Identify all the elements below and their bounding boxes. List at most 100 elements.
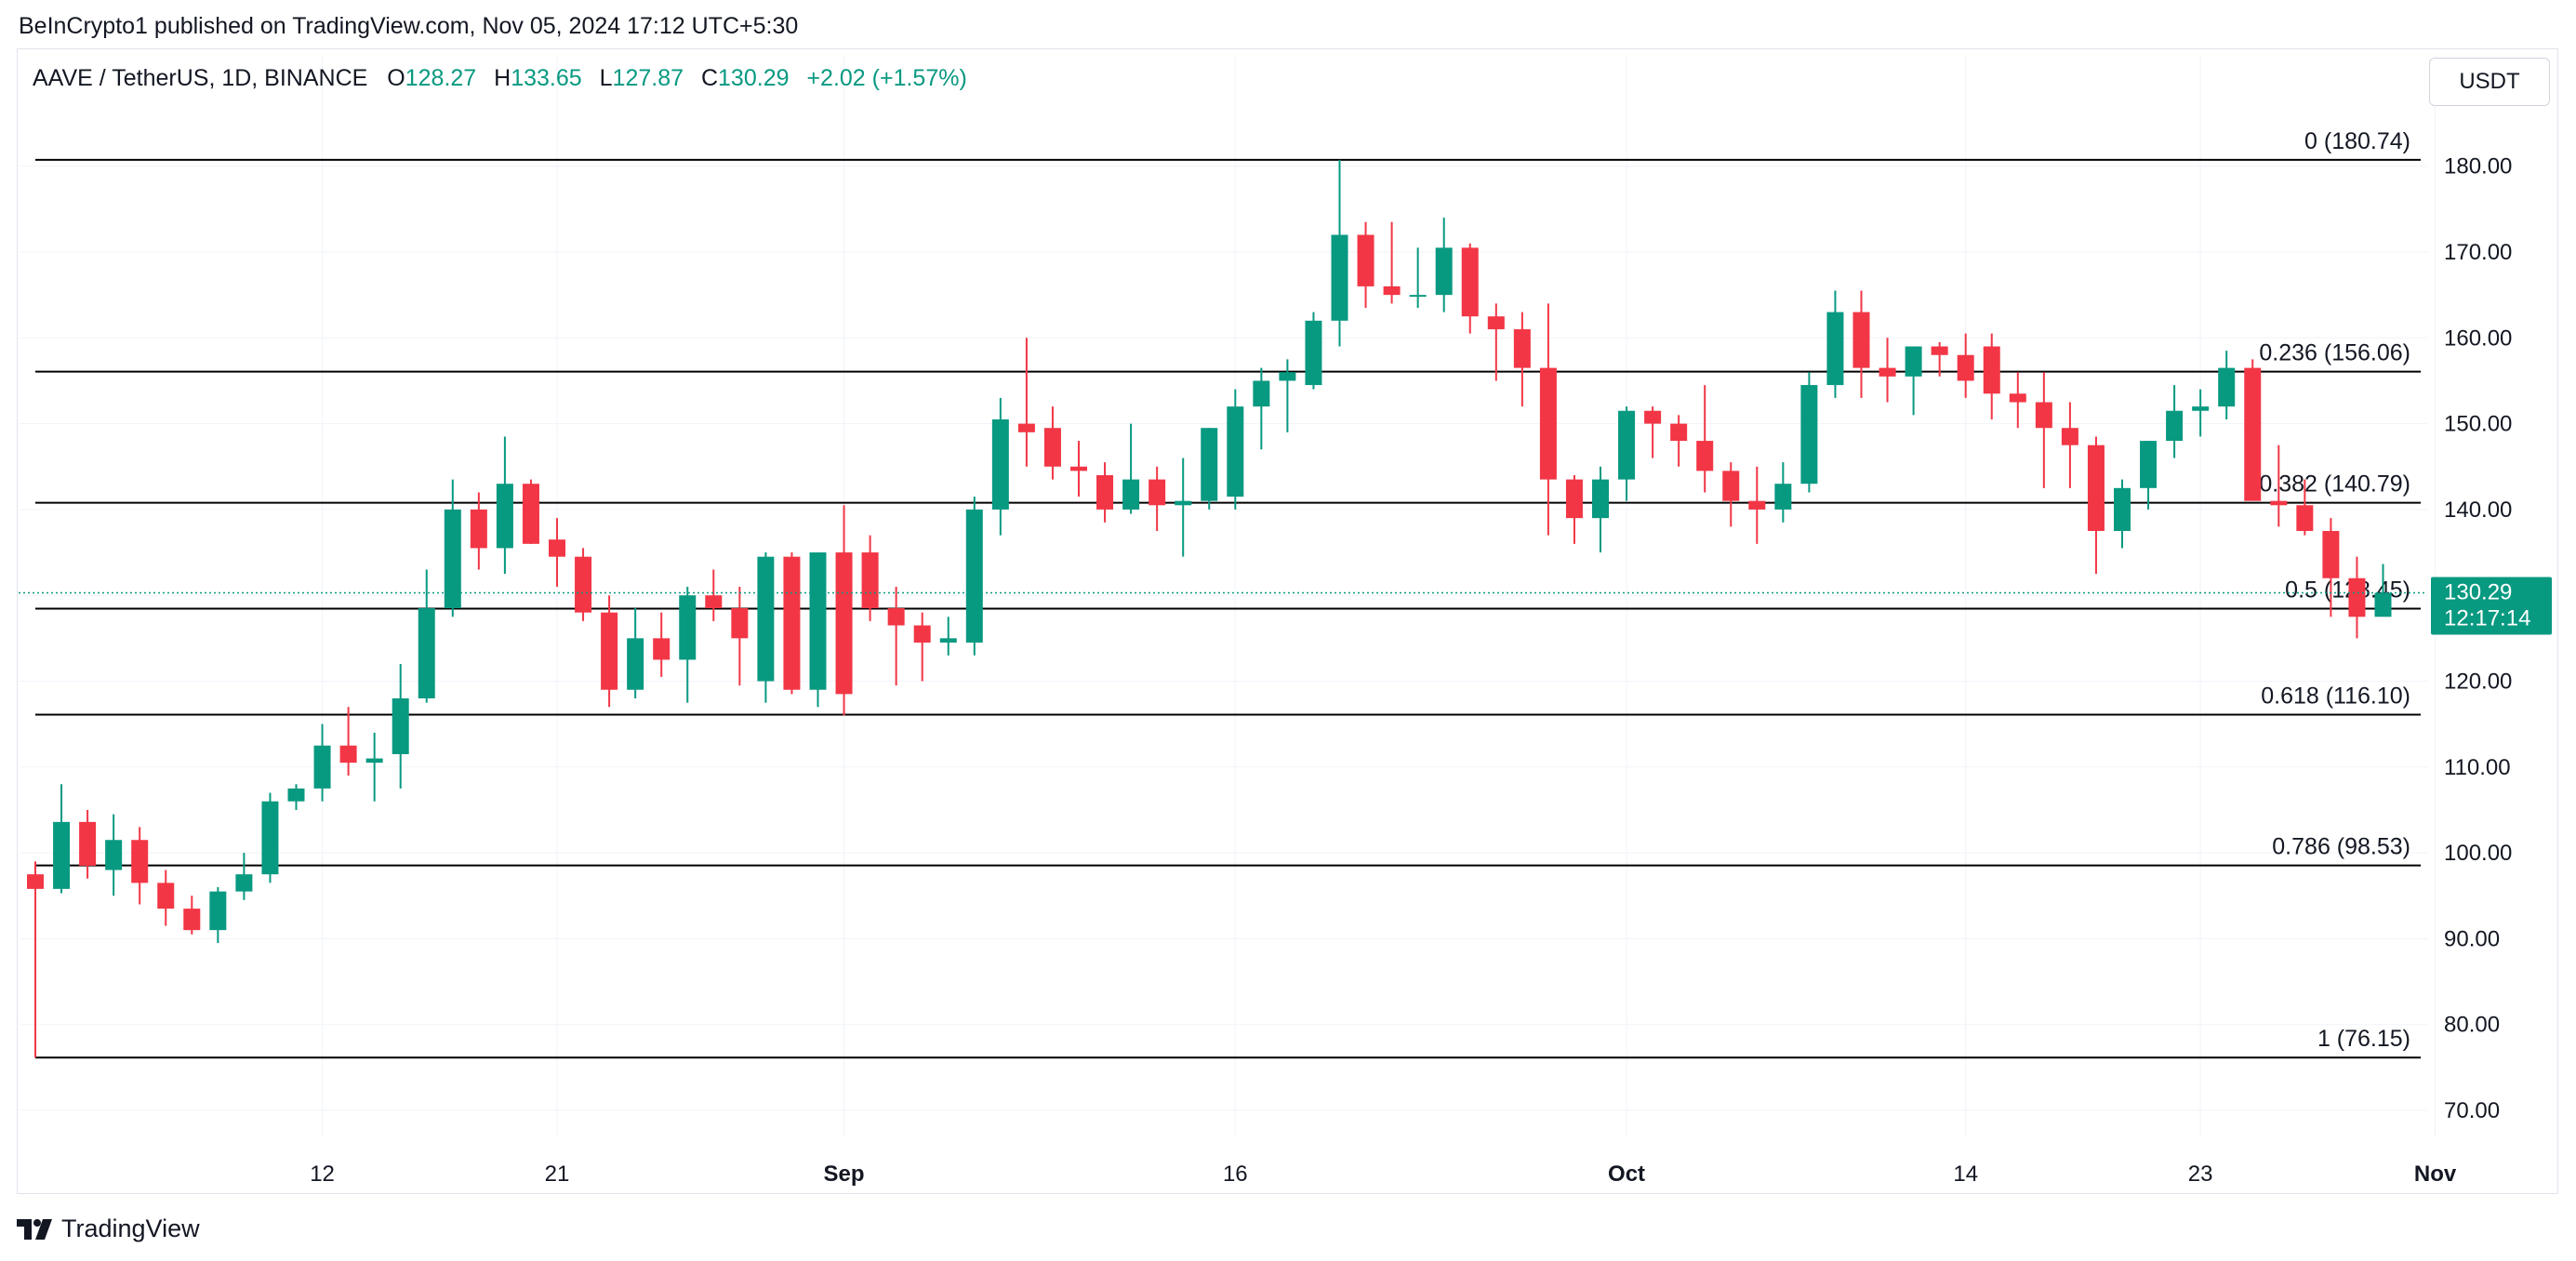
candle-body: [2322, 530, 2340, 578]
candle: [1800, 372, 1818, 493]
candle: [913, 612, 931, 682]
last-price-value: 130.29: [2444, 580, 2512, 605]
candle-body: [2035, 402, 2052, 429]
candle-body: [1879, 367, 1896, 377]
time-axis: 1221Sep16Oct1423Nov11: [310, 1161, 2457, 1187]
candle: [418, 569, 435, 703]
price-tick: 90.00: [2444, 926, 2500, 951]
candle: [861, 535, 879, 621]
candle: [2192, 389, 2210, 437]
symbol-legend: AAVE / TetherUS, 1D, BINANCE O128.27 H13…: [33, 65, 978, 92]
time-tick: 16: [1223, 1161, 1248, 1187]
candle: [679, 586, 697, 703]
candle: [1592, 466, 1609, 553]
price-axis: 180.00170.00160.00150.00140.00130.00120.…: [2444, 154, 2512, 1123]
candle: [1043, 406, 1061, 480]
currency-button[interactable]: USDT: [2429, 58, 2550, 106]
candle: [601, 595, 618, 708]
candle-body: [627, 638, 644, 690]
candle: [965, 497, 983, 656]
candle-body: [887, 608, 905, 626]
candle-body: [835, 552, 853, 695]
candle-body: [1722, 471, 1740, 501]
candle: [313, 723, 331, 802]
candle-body: [287, 788, 305, 802]
candle-body: [1461, 247, 1479, 317]
fib-label: 0.618 (116.10): [2261, 683, 2410, 709]
candle-body: [209, 891, 227, 931]
candle: [1852, 290, 1870, 398]
footer-brand: TradingView: [61, 1215, 200, 1242]
candle: [2348, 556, 2366, 639]
high-value: 133.65: [511, 65, 582, 91]
candle: [131, 827, 149, 905]
fib-label: 0.382 (140.79): [2259, 471, 2410, 498]
candle-body: [2270, 500, 2288, 506]
candle: [1670, 415, 1688, 467]
candle: [2270, 445, 2288, 527]
candle: [809, 552, 827, 708]
candle-body: [653, 638, 671, 660]
price-tick: 120.00: [2444, 670, 2512, 695]
candle-body: [1305, 320, 1322, 386]
candle: [2061, 402, 2078, 488]
candle: [887, 586, 905, 686]
candle: [2244, 359, 2262, 501]
candle-body: [53, 821, 71, 889]
last-price-countdown: 12:17:14: [2444, 606, 2530, 631]
candle: [2009, 372, 2026, 429]
candle-body: [965, 509, 983, 643]
candle: [1487, 303, 1505, 381]
candle-body: [1331, 234, 1348, 321]
high-label: H: [494, 65, 511, 91]
candle-body: [731, 608, 749, 639]
candle: [1357, 221, 1374, 308]
candle-body: [418, 608, 435, 698]
time-tick: 23: [2188, 1161, 2213, 1187]
candle-body: [105, 840, 123, 870]
low-label: L: [599, 65, 613, 91]
candle: [835, 505, 853, 716]
candle-body: [157, 883, 175, 909]
candle-body: [392, 697, 409, 754]
candle-body: [1931, 346, 1948, 355]
candle-body: [1017, 423, 1035, 432]
candle-body: [1852, 312, 1870, 368]
candle-body: [339, 745, 357, 763]
candle-body: [783, 556, 801, 690]
fib-label: 0.786 (98.53): [2272, 834, 2410, 860]
candle-body: [1592, 479, 1609, 519]
candle: [705, 569, 723, 621]
candle-body: [575, 556, 592, 613]
candle-body: [861, 552, 879, 609]
fib-label: 0.5 (128.45): [2285, 577, 2410, 604]
candle: [1227, 389, 1244, 510]
grid-lines: [19, 56, 2437, 1136]
candle-body: [1043, 428, 1061, 467]
candle-body: [1696, 441, 1714, 471]
time-tick: Oct: [1608, 1161, 1645, 1187]
candle-body: [1409, 295, 1427, 298]
candle: [1175, 458, 1192, 557]
candle-body: [1513, 329, 1531, 368]
price-tick: 100.00: [2444, 841, 2512, 866]
price-tick: 160.00: [2444, 325, 2512, 351]
candle-body: [1539, 367, 1557, 480]
price-tick: 70.00: [2444, 1098, 2500, 1123]
price-tick: 140.00: [2444, 498, 2512, 523]
candle-body: [131, 840, 149, 883]
candle-body: [2087, 445, 2105, 531]
time-tick: 14: [1953, 1161, 1978, 1187]
candle-body: [444, 509, 461, 609]
tradingview-logo-icon: [17, 1218, 54, 1240]
candle-body: [470, 509, 487, 549]
candle: [991, 397, 1009, 536]
candle: [731, 586, 749, 686]
candle-body: [601, 612, 618, 690]
candle: [1957, 333, 1974, 398]
candle: [2296, 479, 2314, 536]
price-tick: 110.00: [2444, 755, 2511, 780]
candle-body: [1149, 479, 1166, 506]
candle: [1409, 247, 1427, 308]
